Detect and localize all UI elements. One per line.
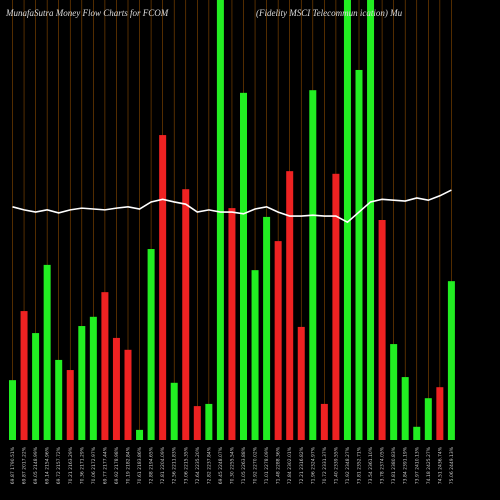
- x-tick-label: 72.84 2302.01%: [287, 446, 293, 484]
- x-tick-label: 73.81 2352.71%: [357, 446, 363, 484]
- bar: [9, 380, 16, 440]
- x-tick-label: 74.18 2425.27%: [426, 446, 432, 484]
- bar: [112, 337, 120, 440]
- bar: [251, 270, 259, 440]
- x-tick-label: 69.87 1790.51%: [10, 446, 16, 484]
- x-tick-label: 73.78 2374.05%: [380, 446, 386, 484]
- bar: [401, 377, 409, 440]
- bar: [182, 189, 190, 440]
- x-tick-label: 70.61 2183.86%: [137, 446, 143, 484]
- x-tick-label: 70.92 2270.02%: [253, 446, 259, 484]
- bar: [240, 92, 247, 440]
- bar: [55, 359, 63, 440]
- x-tick-label: 70.06 2172.97%: [91, 446, 97, 484]
- bar: [193, 406, 201, 440]
- x-tick-label: 74.51 2436.74%: [437, 446, 443, 484]
- bar: [20, 311, 28, 440]
- x-tick-label: 70.19 2182.84%: [126, 446, 132, 484]
- chart-title: MunafaSutra Money Flow Charts for FCOM: [5, 8, 169, 18]
- bar: [332, 173, 340, 441]
- bar: [136, 429, 144, 440]
- x-tick-label: 73.06 2215.35%: [183, 446, 189, 484]
- bar: [216, 0, 224, 440]
- plot: 69.87 1790.51% 69.87 2017.22% 69.05 2148.9…: [9, 0, 455, 484]
- bar: [424, 398, 432, 440]
- x-tick-label: 72.88 2194.65%: [149, 446, 155, 484]
- chart-subtitle: (Fidelity MSCI Telecommun ication) Mu: [256, 8, 403, 18]
- x-tick-label: 70.36 2171.29%: [79, 446, 85, 484]
- x-tick-label: 69.77 2177.44%: [102, 446, 108, 484]
- bar: [228, 208, 236, 440]
- bar: [159, 135, 167, 440]
- x-tick-label: 71.05 2263.88%: [241, 446, 247, 484]
- bar: [78, 326, 86, 440]
- x-tick-label: 69.45 2248.07%: [218, 446, 224, 484]
- bar: [297, 326, 305, 440]
- bar: [170, 382, 178, 440]
- x-tick-label: 71.92 2348.27%: [345, 446, 351, 484]
- x-tick-label: 72.81 2204.09%: [160, 446, 166, 484]
- bar: [101, 292, 109, 440]
- x-tick-label: 71.96 2324.97%: [310, 446, 316, 484]
- bar: [309, 90, 317, 440]
- x-tick-label: 69.05 2148.99%: [33, 446, 39, 484]
- bar: [124, 349, 132, 440]
- bar: [367, 0, 375, 440]
- bar: [447, 281, 455, 440]
- x-tick-label: 73.54 2361.10%: [368, 446, 374, 484]
- bar: [43, 264, 51, 440]
- bar: [89, 316, 97, 440]
- bar: [286, 171, 294, 440]
- x-tick-label: 75.06 2449.13%: [449, 446, 455, 484]
- x-tick-label: 73.97 2410.13%: [414, 446, 420, 484]
- x-tick-label: 70.30 2255.54%: [229, 446, 235, 484]
- bar: [263, 216, 271, 440]
- x-tick-label: 72.21 2316.82%: [299, 446, 305, 484]
- x-tick-label: 71.48 2288.36%: [276, 446, 282, 484]
- bar: [390, 344, 398, 440]
- x-tick-label: 72.82 2237.84%: [206, 446, 212, 484]
- money-flow-line: [12, 189, 452, 224]
- bar: [355, 69, 363, 441]
- x-tick-label: 72.56 2211.83%: [172, 446, 178, 484]
- bar: [320, 403, 328, 440]
- x-tick-label: 71.40 2339.55%: [333, 446, 339, 484]
- bar: [147, 249, 155, 440]
- bar: [343, 0, 351, 440]
- x-tick-label: 70.72 2331.37%: [322, 446, 328, 484]
- x-tick-label: 70.21 2163.29%: [68, 446, 74, 484]
- x-tick-label: 69.92 2178.98%: [114, 446, 120, 484]
- bar: [436, 387, 444, 440]
- bar: [66, 370, 74, 440]
- bar: [413, 426, 421, 440]
- bar: [378, 220, 386, 440]
- bar: [205, 403, 213, 440]
- x-tick-label: 69.14 2154.96%: [45, 446, 51, 484]
- x-tick-label: 69.72 2157.72%: [56, 446, 62, 484]
- bar: [274, 241, 282, 440]
- x-tick-label: 72.64 2235.20%: [195, 446, 201, 484]
- x-tick-label: 73.81 2380.83%: [391, 446, 397, 484]
- x-tick-label: 69.87 2017.22%: [22, 446, 28, 484]
- x-tick-label: 71.01 2278.09%: [264, 446, 270, 484]
- x-tick-label: 73.84 2391.19%: [403, 446, 409, 484]
- bar: [32, 333, 40, 440]
